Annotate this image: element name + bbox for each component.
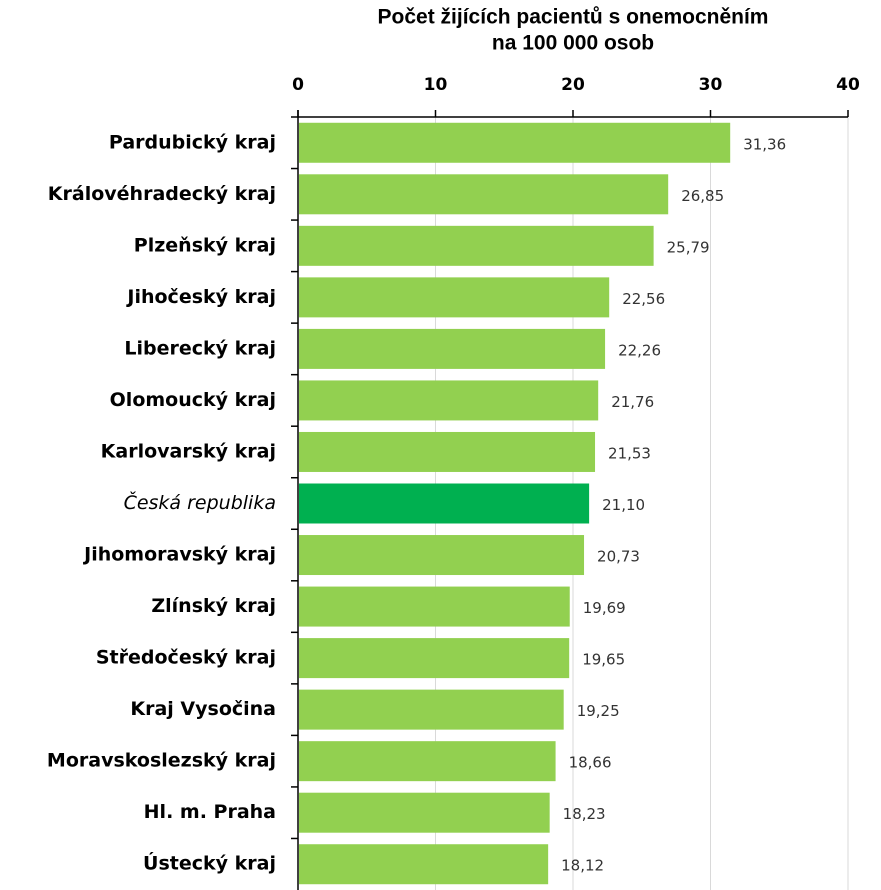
value-label: 22,26 [618, 341, 661, 359]
y-tick-label: Hl. m. Praha [144, 801, 276, 823]
value-label: 19,25 [577, 702, 620, 720]
y-tick-label: Moravskoslezský kraj [47, 750, 276, 772]
x-tick-label: 40 [836, 75, 860, 95]
x-tick-label: 0 [292, 75, 304, 95]
value-label: 25,79 [667, 238, 710, 256]
x-tick-label: 20 [561, 75, 585, 95]
value-label: 22,56 [622, 290, 665, 308]
bar [299, 225, 654, 266]
value-label: 31,36 [743, 135, 786, 153]
bar [299, 328, 606, 369]
bar [299, 380, 599, 421]
bar [299, 792, 550, 833]
value-label: 21,76 [611, 393, 654, 411]
bar [299, 483, 590, 524]
y-tick-label: Královéhradecký kraj [48, 183, 276, 205]
y-tick-label: Pardubický kraj [109, 131, 276, 153]
y-tick-label: Zlínský kraj [151, 595, 276, 617]
y-tick-label: Středočeský kraj [96, 647, 276, 669]
value-label: 26,85 [681, 187, 724, 205]
y-tick-label: Liberecký kraj [124, 337, 276, 359]
y-tick-label: Česká republika [124, 490, 276, 514]
chart-title: na 100 000 osob [492, 32, 654, 55]
value-label: 18,23 [563, 805, 606, 823]
y-tick-label: Karlovarský kraj [101, 440, 276, 462]
x-tick-label: 10 [424, 75, 448, 95]
value-label: 18,66 [569, 754, 612, 772]
bar [299, 535, 585, 576]
value-label: 21,53 [608, 444, 651, 462]
x-tick-label: 30 [699, 75, 723, 95]
value-label: 21,10 [602, 496, 645, 514]
chart-title: Počet žijících pacientů s onemocněním [378, 6, 769, 29]
bar [299, 844, 549, 885]
bar [299, 586, 570, 627]
bar [299, 741, 556, 782]
value-label: 19,65 [582, 651, 625, 669]
bar [299, 277, 610, 318]
bar [299, 174, 669, 215]
bar [299, 431, 596, 472]
value-label: 19,69 [583, 599, 626, 617]
y-tick-label: Jihočeský kraj [125, 286, 276, 308]
y-tick-label: Jihomoravský kraj [82, 544, 276, 566]
y-tick-label: Olomoucký kraj [110, 389, 276, 411]
value-label: 18,12 [561, 857, 604, 875]
y-tick-label: Ústecký kraj [143, 851, 276, 875]
y-tick-label: Plzeňský kraj [134, 234, 276, 256]
y-tick-label: Kraj Vysočina [130, 698, 276, 720]
bar [299, 689, 564, 730]
bar [299, 122, 731, 163]
bar [299, 638, 570, 679]
value-label: 20,73 [597, 548, 640, 566]
